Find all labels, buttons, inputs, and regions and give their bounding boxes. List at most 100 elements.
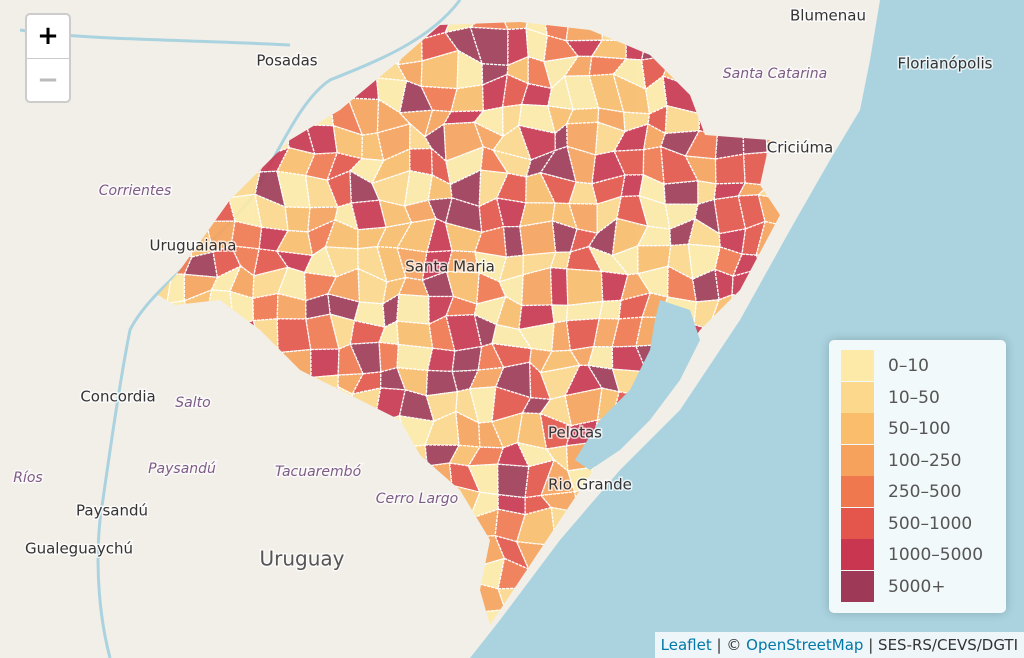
municipality — [543, 34, 580, 63]
municipality — [640, 29, 673, 61]
municipality — [189, 22, 220, 35]
municipality — [228, 543, 261, 570]
municipality — [204, 339, 245, 373]
municipality — [349, 169, 381, 204]
municipality — [442, 110, 485, 125]
municipality — [396, 293, 430, 325]
municipality — [445, 295, 478, 317]
municipality — [187, 75, 212, 109]
municipality — [337, 373, 365, 395]
municipality — [239, 22, 264, 37]
legend-label: 0–10 — [888, 356, 929, 376]
municipality — [350, 387, 382, 425]
place-label: Gualeguaychú — [25, 540, 133, 558]
municipality — [566, 268, 604, 307]
municipality — [565, 107, 600, 125]
municipality — [228, 557, 261, 595]
municipality — [766, 79, 780, 112]
legend-swatch — [841, 570, 874, 602]
municipality — [663, 180, 699, 205]
municipality — [337, 415, 362, 450]
legend-swatch — [841, 381, 874, 413]
municipality — [256, 361, 284, 403]
municipality — [227, 339, 264, 373]
leaflet-link[interactable]: Leaflet — [660, 636, 712, 654]
municipality — [165, 148, 195, 183]
municipality — [158, 542, 173, 570]
municipality — [158, 558, 173, 595]
municipality — [563, 364, 604, 397]
municipality — [240, 459, 269, 490]
municipality — [158, 22, 162, 36]
municipality — [158, 299, 168, 329]
attribution-sep: | © — [716, 636, 742, 654]
legend-label: 1000–5000 — [888, 545, 984, 565]
municipality — [230, 245, 260, 277]
municipality — [419, 518, 458, 547]
municipality — [205, 654, 241, 658]
municipality — [659, 22, 692, 31]
municipality — [757, 194, 780, 228]
municipality — [189, 414, 219, 447]
municipality — [429, 562, 456, 587]
municipality — [353, 508, 388, 538]
municipality — [261, 22, 290, 38]
municipality — [251, 417, 288, 447]
municipality — [193, 633, 205, 656]
municipality — [374, 653, 404, 658]
municipality — [766, 151, 780, 187]
municipality — [182, 337, 208, 365]
municipality — [158, 422, 168, 450]
municipality — [323, 582, 361, 607]
municipality — [166, 272, 186, 305]
municipality — [168, 171, 195, 206]
municipality — [158, 556, 194, 595]
municipality — [286, 653, 308, 658]
municipality — [743, 29, 768, 67]
municipality — [210, 488, 245, 517]
municipality — [256, 393, 288, 423]
municipality — [228, 604, 258, 625]
municipality — [540, 458, 576, 497]
osm-link[interactable]: OpenStreetMap — [746, 636, 864, 654]
legend-swatch — [841, 413, 874, 444]
municipality — [421, 270, 455, 298]
municipality — [252, 292, 279, 322]
municipality — [186, 63, 213, 78]
municipality — [528, 360, 552, 401]
legend-label: 500–1000 — [888, 513, 973, 534]
municipality — [300, 582, 337, 616]
legend-label: 100–250 — [888, 450, 962, 471]
municipality — [551, 304, 569, 324]
municipality — [596, 195, 622, 235]
municipality — [280, 411, 311, 447]
municipality — [406, 444, 429, 470]
municipality — [377, 635, 404, 658]
municipality — [736, 109, 769, 135]
municipality — [190, 609, 206, 625]
municipality — [305, 22, 336, 34]
municipality — [323, 29, 360, 63]
zoom-out[interactable]: − — [27, 58, 69, 102]
municipality — [598, 299, 622, 320]
municipality — [601, 22, 627, 42]
municipality — [420, 49, 459, 90]
place-label: Pelotas — [548, 424, 602, 442]
municipality — [714, 153, 746, 185]
municipality — [519, 220, 557, 257]
municipality — [178, 556, 221, 586]
place-label: Tacuarembó — [275, 464, 362, 480]
municipality — [565, 300, 604, 322]
municipality — [397, 580, 437, 619]
municipality — [396, 343, 434, 372]
municipality — [445, 577, 480, 614]
municipality — [164, 300, 196, 330]
municipality — [284, 611, 314, 625]
zoom-in[interactable]: + — [37, 21, 59, 51]
municipality — [790, 161, 817, 175]
place-label: Florianópolis — [897, 55, 992, 73]
municipality — [203, 32, 243, 67]
attribution-source: | SES-RS/CEVS/DGTI — [868, 636, 1018, 654]
municipality — [280, 433, 309, 467]
